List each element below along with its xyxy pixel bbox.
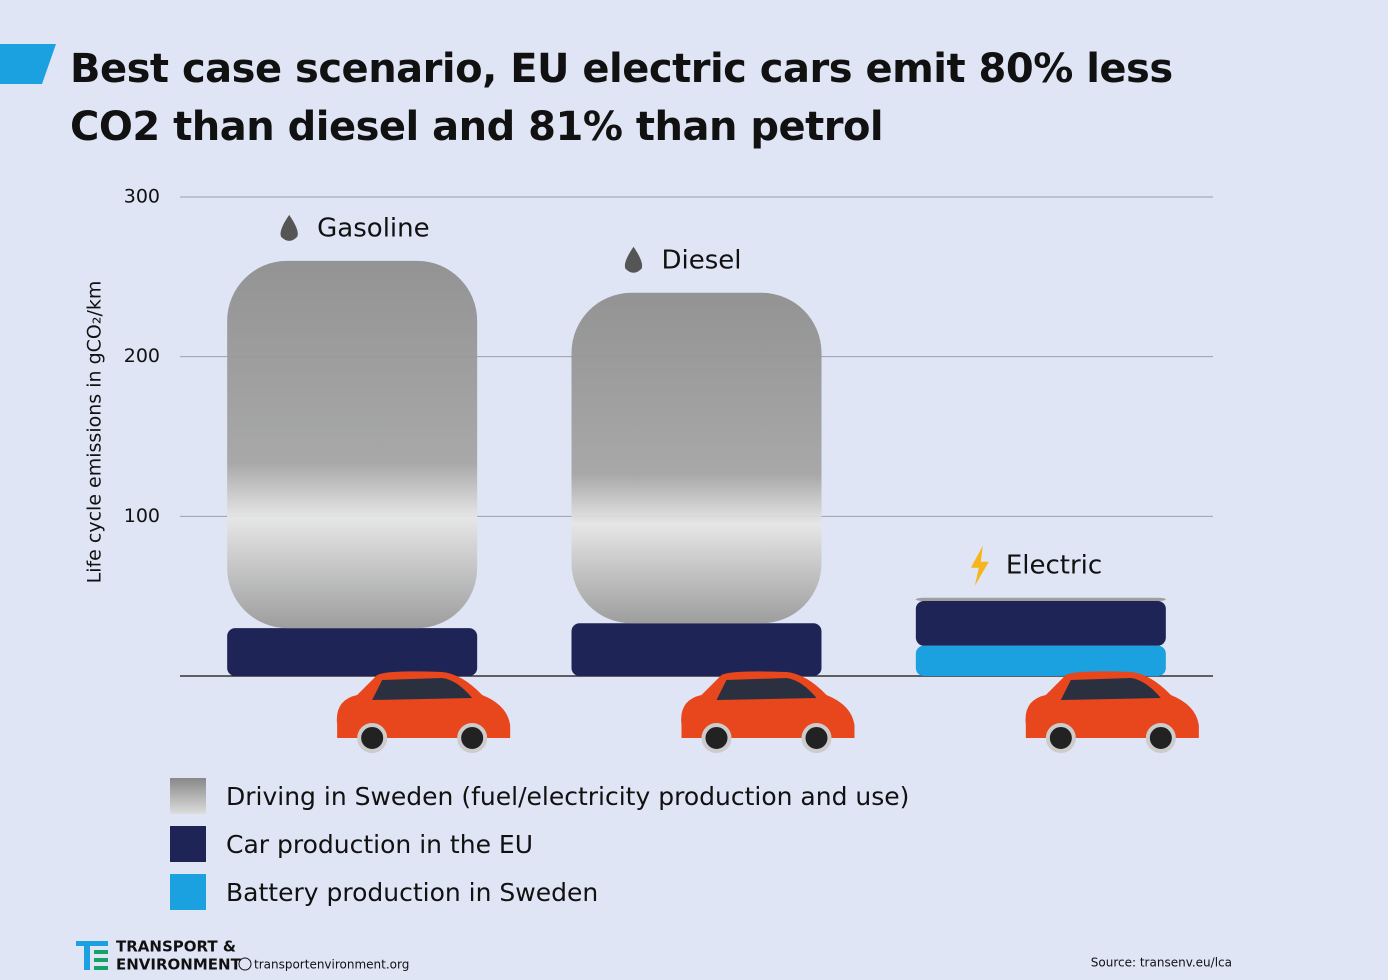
legend-swatch bbox=[170, 778, 206, 814]
car-illustration bbox=[1025, 671, 1199, 753]
car-wheel bbox=[801, 723, 832, 753]
source: Source: transenv.eu/lca bbox=[1091, 956, 1232, 970]
bar-segment bbox=[571, 623, 822, 676]
legend-label: Car production in the EU bbox=[226, 830, 533, 859]
category-label: Gasoline bbox=[317, 213, 429, 243]
drop-icon bbox=[624, 246, 643, 273]
bar-segment bbox=[915, 645, 1166, 676]
car-illustration bbox=[681, 671, 855, 753]
bar-segment bbox=[227, 628, 478, 676]
bar-segment bbox=[227, 260, 478, 629]
legend-swatch bbox=[170, 826, 206, 862]
legend-label: Battery production in Sweden bbox=[226, 878, 598, 907]
title-accent bbox=[0, 44, 56, 84]
bar-segment bbox=[915, 600, 1166, 646]
footer: TRANSPORT & ENVIRONMENT transportenviron… bbox=[76, 938, 1232, 974]
drop-icon bbox=[280, 214, 298, 241]
bolt-icon bbox=[970, 545, 989, 586]
y-tick-label: 300 bbox=[124, 186, 160, 208]
car-wheel bbox=[457, 723, 488, 753]
logo-bar bbox=[94, 966, 108, 970]
car-window bbox=[372, 678, 473, 700]
org-name: TRANSPORT & bbox=[116, 938, 236, 956]
car-wheel bbox=[1045, 723, 1076, 753]
bar-segment bbox=[571, 292, 822, 624]
globe-icon bbox=[238, 957, 252, 971]
car-window bbox=[1060, 678, 1161, 700]
category-label: Electric bbox=[1006, 550, 1102, 580]
car-illustration bbox=[336, 671, 511, 753]
chart-title: Best case scenario, EU electric cars emi… bbox=[70, 46, 1173, 150]
car-window bbox=[716, 678, 817, 700]
car-wheel bbox=[1145, 723, 1176, 753]
y-tick-label: 100 bbox=[124, 505, 160, 527]
car-wheel bbox=[701, 723, 732, 753]
logo-bar bbox=[94, 950, 108, 954]
car-wheel bbox=[357, 723, 388, 753]
bar-segment bbox=[915, 597, 1166, 601]
legend-swatch bbox=[170, 874, 206, 910]
category-label: Diesel bbox=[662, 245, 742, 275]
org-name: ENVIRONMENT bbox=[116, 956, 242, 974]
legend-label: Driving in Sweden (fuel/electricity prod… bbox=[226, 782, 909, 811]
logo-bar bbox=[84, 946, 90, 970]
y-axis-label: Life cycle emissions in gCO₂/km bbox=[84, 281, 106, 584]
website: transportenvironment.org bbox=[254, 958, 409, 972]
logo-bar bbox=[76, 941, 108, 946]
logo-bar bbox=[94, 958, 108, 962]
y-tick-label: 200 bbox=[124, 345, 160, 367]
